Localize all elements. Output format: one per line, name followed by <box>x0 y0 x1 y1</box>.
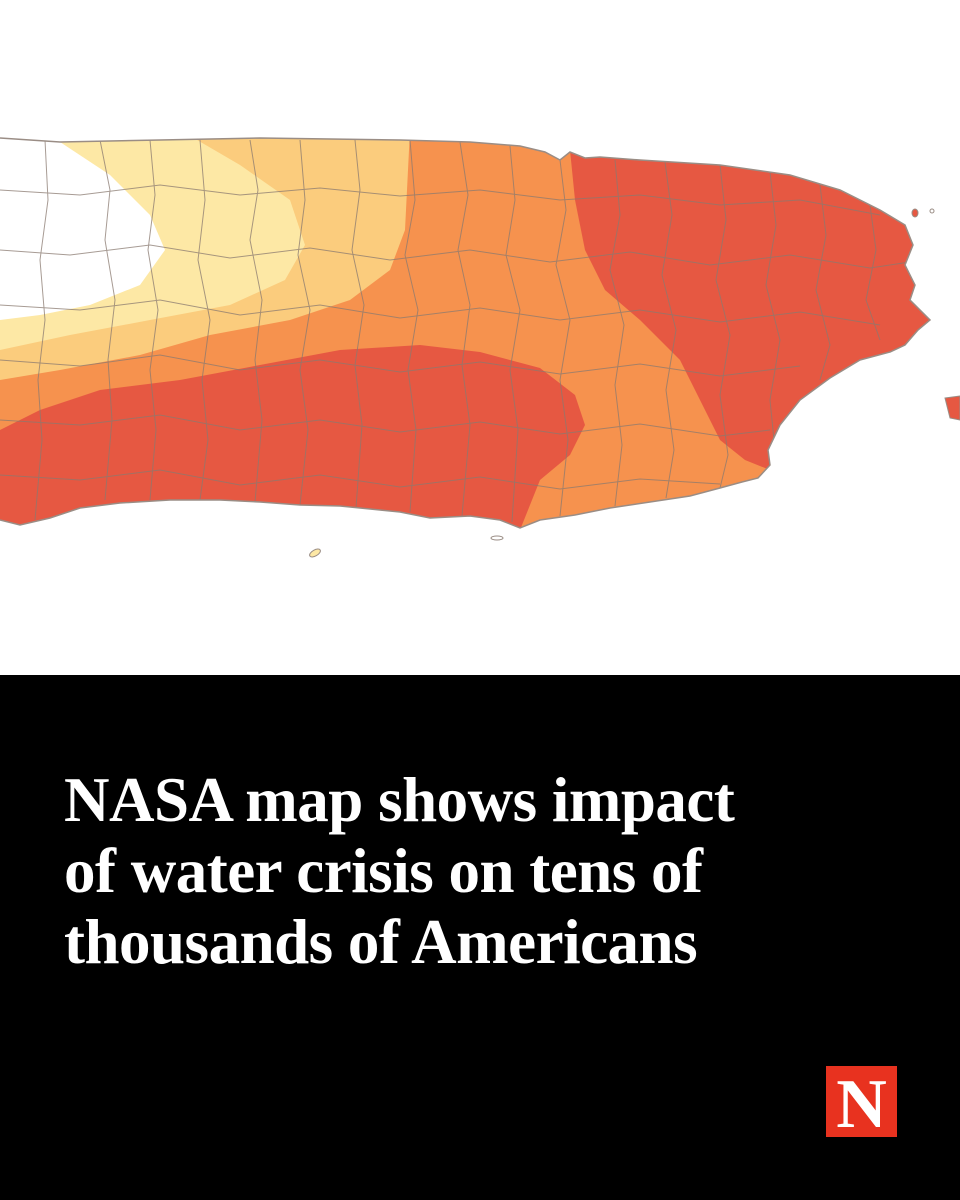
headline-line-2: of water crisis on tens of <box>64 836 703 906</box>
islet-cay <box>490 535 504 541</box>
drought-zones <box>0 138 930 528</box>
logo-letter: N <box>836 1066 887 1143</box>
newsweek-logo[interactable]: N <box>826 1066 897 1143</box>
headline-line-3: thousands of Americans <box>64 907 698 977</box>
puerto-rico-map <box>0 137 960 558</box>
caption-panel: NASA map shows impact of water crisis on… <box>0 675 960 1200</box>
islet-northeast <box>911 208 919 218</box>
islet-small <box>929 208 935 214</box>
island-outline <box>0 137 932 529</box>
islet-east <box>944 395 960 421</box>
municipal-boundaries <box>0 139 911 523</box>
islet-south <box>309 548 321 558</box>
headline: NASA map shows impact of water crisis on… <box>64 765 824 978</box>
headline-line-1: NASA map shows impact <box>64 765 735 835</box>
drought-map <box>0 137 960 558</box>
